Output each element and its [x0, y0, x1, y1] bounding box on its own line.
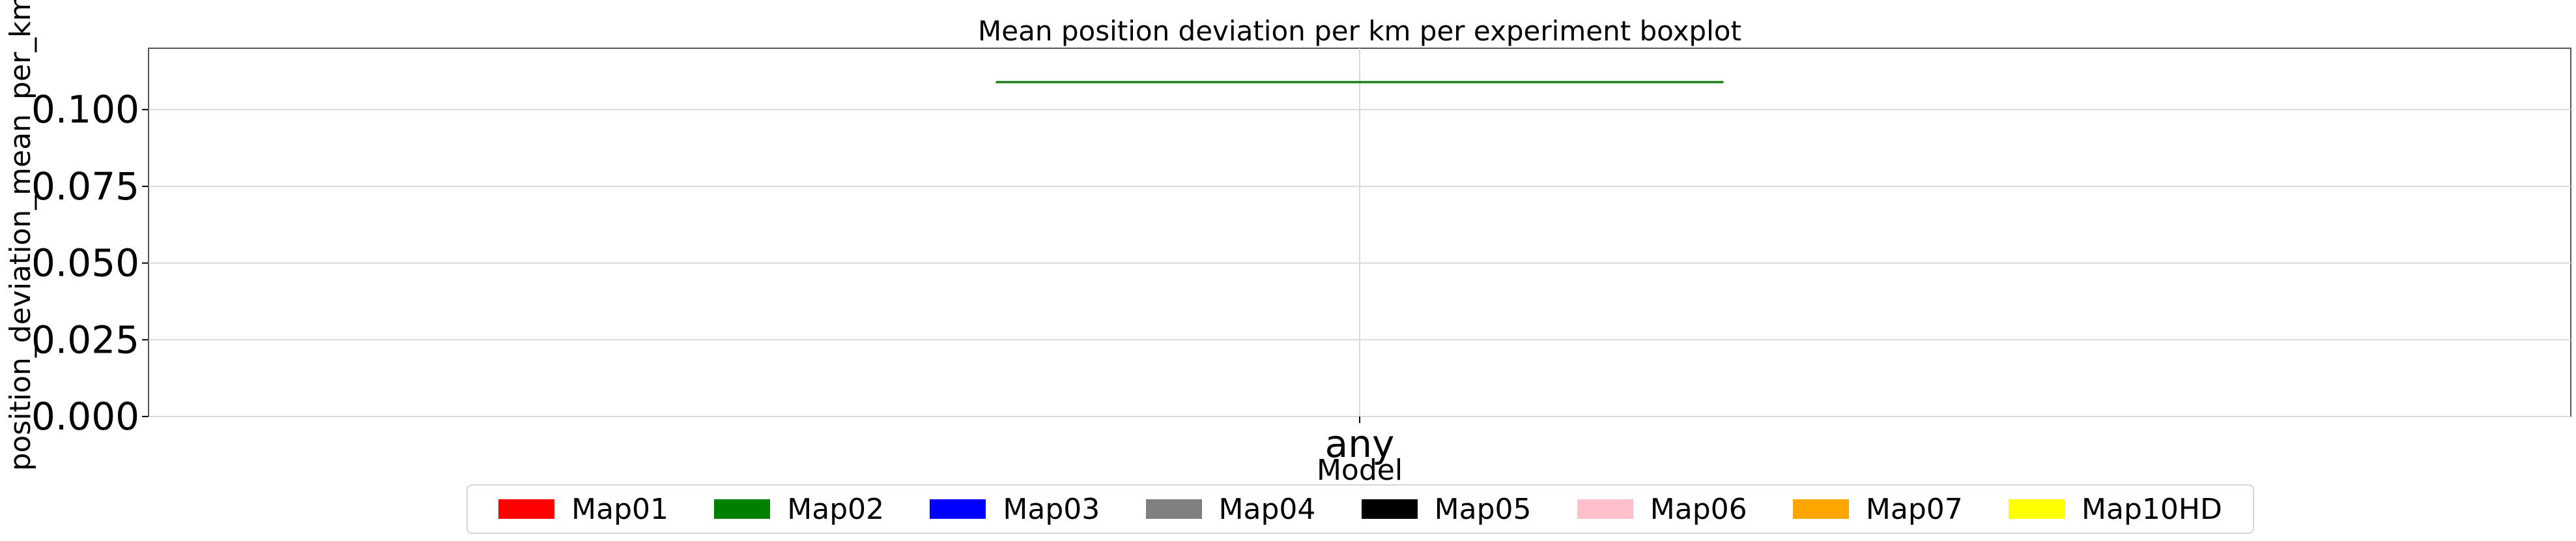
y-axis-ticks: 0.000 0.025 0.050 0.075 0.100 [31, 87, 149, 439]
y-tick-label: 0.075 [31, 164, 139, 209]
legend-swatch [1361, 499, 1418, 519]
legend-swatch [1577, 499, 1633, 519]
legend-swatch [1145, 499, 1202, 519]
legend-label: Map01 [571, 492, 668, 526]
legend-label: Map10HD [2082, 492, 2222, 526]
chart-title: Mean position deviation per km per exper… [978, 15, 1741, 47]
legend-swatch [1792, 499, 1849, 519]
legend-item: Map10HD [2009, 493, 2222, 526]
legend-item: Map07 [1792, 492, 1963, 526]
x-axis-label: Model [1317, 454, 1403, 482]
y-tick-label: 0.050 [31, 241, 139, 285]
y-tick-label: 0.000 [31, 394, 139, 439]
y-tick-label: 0.025 [31, 317, 139, 362]
legend-swatch [2009, 499, 2065, 519]
legend-swatch [498, 499, 555, 519]
y-tick-label: 0.100 [31, 87, 139, 132]
legend-label: Map06 [1650, 492, 1747, 526]
legend-label: Map04 [1218, 492, 1316, 526]
boxes [995, 81, 1724, 83]
legend-label: Map02 [787, 492, 885, 526]
legend-label: Map05 [1434, 492, 1532, 526]
legend-item: Map05 [1361, 492, 1532, 526]
legend-item: Map02 [714, 493, 884, 526]
legend-item: Map04 [1145, 492, 1316, 526]
legend-swatch [714, 499, 771, 519]
legend-label: Map03 [1003, 492, 1100, 526]
legend-label: Map07 [1865, 492, 1963, 526]
legend-swatch [930, 499, 986, 519]
legend: Map01 Map02 Map03 Map04 Map05 Map06 Map07 Map10… [466, 484, 2254, 534]
x-axis-ticks: any [1325, 417, 1395, 466]
legend-item: Map01 [498, 493, 668, 526]
legend-item: Map03 [930, 493, 1100, 526]
x-tick-label: any [1325, 422, 1395, 466]
y-axis-label: position_deviation_mean_per_km [4, 0, 37, 471]
legend-item: Map06 [1577, 493, 1747, 526]
boxplot-chart: Mean position deviation per km per exper… [4, 0, 2571, 482]
